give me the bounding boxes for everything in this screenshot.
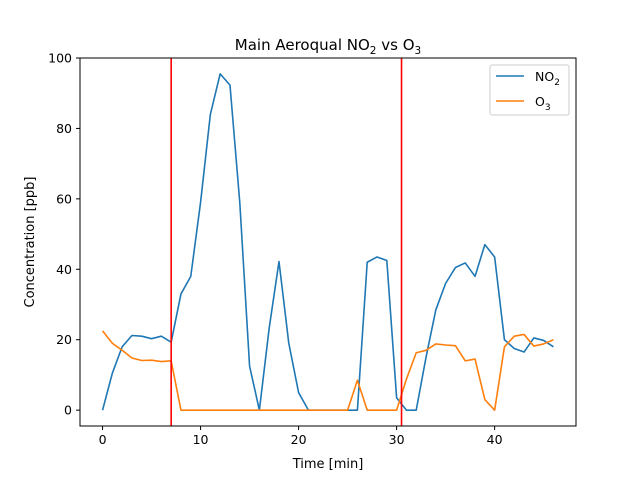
series-line-no2 <box>101 73 554 411</box>
y-axis-title: Concentration [ppb] <box>23 177 38 308</box>
x-tick-label: 10 <box>193 432 209 447</box>
legend-label-o3: O3 <box>535 94 551 113</box>
x-axis-title: Time [min] <box>292 457 364 472</box>
x-tick-label: 30 <box>389 432 405 447</box>
x-tick-label: 20 <box>291 432 307 447</box>
y-tick-label: 80 <box>56 121 72 136</box>
y-tick-label: 60 <box>56 191 72 206</box>
y-tick-label: 40 <box>56 262 72 277</box>
legend-label-no2: NO2 <box>535 69 560 88</box>
chart-title: Main Aeroqual NO2 vs O3 <box>235 36 421 57</box>
legend: NO2 O3 <box>489 64 570 116</box>
y-tick-label: 100 <box>48 51 72 66</box>
legend-box <box>489 64 570 116</box>
x-tick-label: 40 <box>487 432 503 447</box>
x-tick-label: 0 <box>99 432 107 447</box>
y-tick-label: 20 <box>56 332 72 347</box>
series-line-o3 <box>101 330 554 411</box>
plot-area-frame <box>79 57 577 427</box>
y-tick-label: 0 <box>64 403 72 418</box>
